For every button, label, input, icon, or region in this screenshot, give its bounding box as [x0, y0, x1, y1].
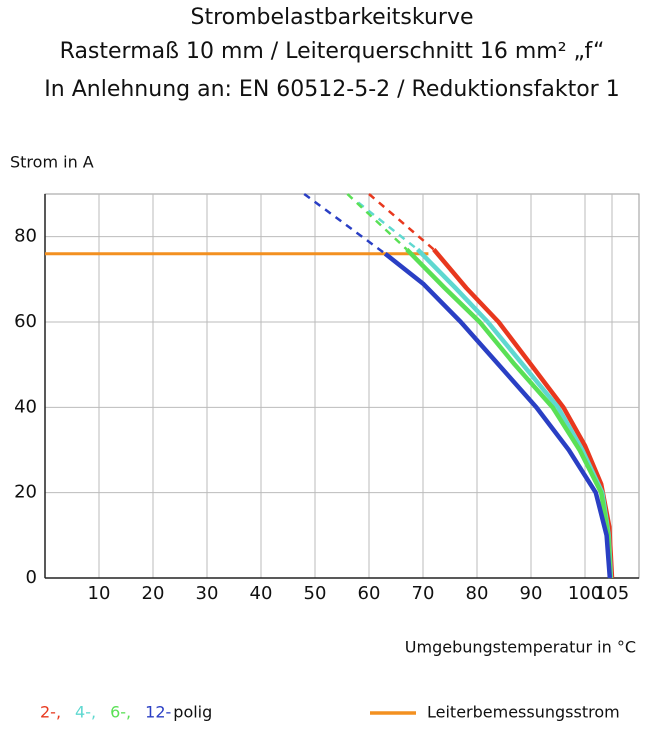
legend-label: 6-, — [110, 703, 131, 722]
x-tick-label: 20 — [142, 583, 165, 604]
line — [405, 247, 613, 579]
x-tick-label: 50 — [304, 583, 327, 604]
chart-title: Strombelastbarkeitskurve — [190, 5, 473, 30]
y-tick-label: 80 — [14, 226, 37, 247]
y-tick-label: 60 — [14, 311, 37, 332]
x-tick-label: 30 — [196, 583, 219, 604]
legend-label: 2-, — [40, 703, 61, 722]
y-tick-label: 20 — [14, 482, 37, 503]
x-tick-label: 40 — [250, 583, 273, 604]
y-axis-label: Strom in A — [10, 153, 94, 172]
chart-subtitle: In Anlehnung an: EN 60512-5-2 / Reduktio… — [44, 77, 619, 102]
line — [383, 251, 613, 579]
x-tick-label: 105 — [595, 583, 629, 604]
legend-label: 12- — [145, 703, 171, 722]
extrapolation-line — [303, 192, 386, 255]
legend-label: Leiterbemessungsstrom — [427, 703, 620, 722]
line — [415, 247, 614, 579]
legend-label: 4-, — [75, 703, 96, 722]
legend-label: polig — [173, 703, 212, 722]
x-tick-label: 100 — [568, 583, 602, 604]
y-tick-label: 0 — [26, 567, 37, 588]
y-tick-label: 40 — [14, 396, 37, 417]
x-tick-label: 60 — [358, 583, 381, 604]
x-tick-label: 70 — [412, 583, 435, 604]
extrapolation-line — [346, 193, 408, 251]
extrapolation-line — [357, 201, 419, 251]
x-tick-label: 10 — [88, 583, 111, 604]
x-tick-label: 90 — [520, 583, 543, 604]
extrapolation-line — [368, 193, 435, 251]
x-tick-label: 80 — [466, 583, 489, 604]
x-axis-label: Umgebungstemperatur in °C — [405, 638, 636, 657]
chart-subtitle: Rastermaß 10 mm / Leiterquerschnitt 16 m… — [60, 39, 605, 64]
